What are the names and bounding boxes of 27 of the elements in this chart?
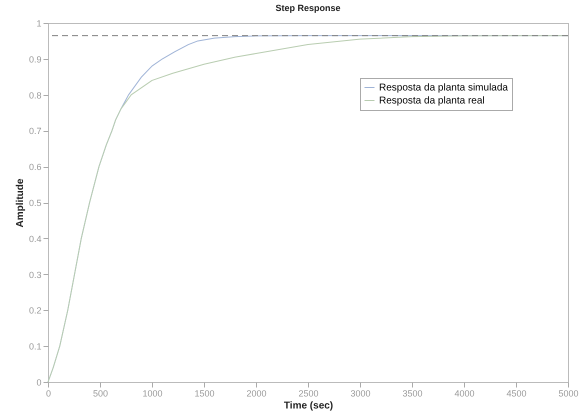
- x-tick-label: 3500: [402, 388, 423, 398]
- chart-title: Step Response: [275, 3, 341, 13]
- y-tick-label: 0.2: [28, 306, 42, 316]
- y-tick-label: 0.4: [28, 234, 42, 244]
- y-tick-label: 0.3: [28, 270, 42, 280]
- x-tick-label: 3000: [350, 388, 371, 398]
- x-tick-label: 2500: [298, 388, 319, 398]
- x-tick-label: 500: [92, 388, 108, 398]
- x-tick-label: 4500: [506, 388, 527, 398]
- x-tick-label: 5000: [558, 388, 579, 398]
- y-tick-label: 0.7: [28, 126, 42, 136]
- y-tick-label: 1: [36, 18, 42, 28]
- y-tick-label: 0.1: [28, 342, 42, 352]
- y-tick-label: 0: [36, 378, 42, 388]
- y-tick-label: 0.5: [28, 198, 42, 208]
- y-tick-label: 0.8: [28, 90, 42, 100]
- x-tick-label: 4000: [454, 388, 475, 398]
- y-axis-title: Amplitude: [14, 178, 26, 228]
- legend-label: Resposta da planta real: [379, 96, 485, 106]
- y-tick-label: 0.6: [28, 162, 42, 172]
- x-axis-title: Time (sec): [284, 400, 334, 411]
- x-tick-label: 0: [46, 388, 52, 398]
- x-tick-label: 2000: [246, 388, 267, 398]
- x-tick-label: 1000: [142, 388, 163, 398]
- legend-label: Resposta da planta simulada: [379, 82, 508, 94]
- y-tick-label: 0.9: [28, 54, 42, 64]
- x-tick-label: 1500: [194, 388, 215, 398]
